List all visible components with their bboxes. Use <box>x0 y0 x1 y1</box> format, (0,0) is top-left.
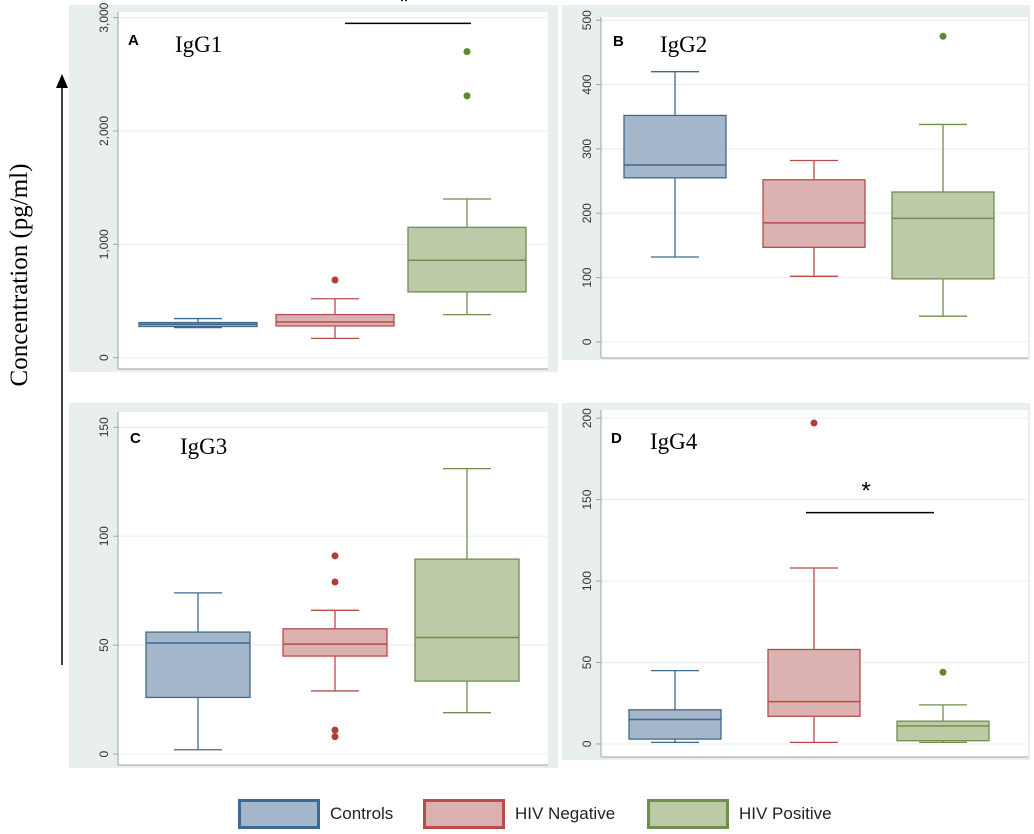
y-tick-label: 0 <box>97 354 111 361</box>
panel-letter: A <box>128 32 139 49</box>
panel-a-plot-area <box>118 12 548 369</box>
legend-label-controls: Controls <box>330 804 394 823</box>
y-tick-label: 400 <box>580 74 594 94</box>
panel-letter: C <box>130 430 141 447</box>
panel-title: IgG1 <box>175 32 222 57</box>
outlier-point <box>939 668 947 676</box>
box-hiv-positive <box>896 668 990 743</box>
y-tick-label: 1,000 <box>97 229 111 259</box>
legend-label-hiv-negative: HIV Negative <box>515 804 616 823</box>
legend-item-controls: Controls <box>238 796 393 832</box>
box-hiv-positive <box>891 32 995 317</box>
y-tick-label: 100 <box>580 267 594 287</box>
outlier-point <box>331 733 339 741</box>
significance-marker: * <box>861 478 870 505</box>
panel-b: 0 100 200 300 400 500 B IgG2 <box>562 5 1030 360</box>
y-tick-label: 50 <box>580 656 594 670</box>
y-tick-label: 100 <box>580 571 594 591</box>
y-tick-label: 0 <box>580 338 594 345</box>
legend-label-hiv-positive: HIV Positive <box>739 804 832 823</box>
y-tick-label: 500 <box>580 10 594 30</box>
y-tick-label: 2,000 <box>97 116 111 146</box>
box-iqr <box>767 648 861 717</box>
y-tick-label: 300 <box>580 139 594 159</box>
box-iqr <box>275 313 395 327</box>
y-tick-label: 100 <box>97 526 111 546</box>
box-iqr <box>762 179 866 248</box>
box-controls <box>145 592 251 751</box>
outlier-point <box>463 48 471 56</box>
legend-item-hiv-negative: HIV Negative <box>423 796 615 832</box>
box-controls <box>628 670 722 743</box>
significance-marker: * <box>399 0 408 15</box>
panel-c: 0 50 100 150 C IgG3 <box>69 403 558 768</box>
box-controls <box>138 317 258 329</box>
panel-title: IgG4 <box>650 429 698 454</box>
y-tick-label: 0 <box>97 750 111 757</box>
panel-letter: D <box>611 430 622 447</box>
panel-title: IgG2 <box>660 32 707 57</box>
panel-d: 0 50 100 150 200 * D IgG4 <box>562 403 1030 760</box>
box-hiv-negative <box>282 552 388 741</box>
box-hiv-negative <box>275 276 395 340</box>
y-tick-label: 0 <box>580 740 594 747</box>
y-tick-label: 3,000 <box>97 2 111 32</box>
y-tick-label: 200 <box>580 203 594 223</box>
y-axis-arrow <box>56 74 68 665</box>
panel-a: 0 1,000 2,000 3,000 * A IgG1 <box>69 0 558 372</box>
box-iqr <box>282 628 388 657</box>
panel-letter: B <box>613 33 624 50</box>
legend-item-hiv-positive: HIV Positive <box>647 796 832 832</box>
outlier-point <box>331 276 339 284</box>
box-hiv-negative <box>762 159 866 277</box>
outlier-point <box>463 92 471 100</box>
outlier-point <box>939 32 947 40</box>
y-tick-label: 200 <box>580 408 594 428</box>
box-iqr <box>414 558 520 682</box>
box-hiv-positive <box>414 468 520 714</box>
box-controls <box>623 71 727 258</box>
outlier-point <box>810 419 818 427</box>
outlier-point <box>331 578 339 586</box>
y-tick-label: 150 <box>580 489 594 509</box>
box-hiv-positive <box>407 48 527 316</box>
box-iqr <box>145 631 251 699</box>
box-iqr <box>891 191 995 280</box>
outlier-point <box>331 552 339 560</box>
y-tick-label: 50 <box>97 638 111 652</box>
outlier-point <box>331 726 339 734</box>
box-iqr <box>896 720 990 742</box>
box-hiv-negative <box>767 419 861 743</box>
legend-swatch-hiv-positive <box>647 799 729 829</box>
y-tick-label: 150 <box>97 417 111 437</box>
box-iqr <box>623 114 727 179</box>
legend-swatch-hiv-negative <box>423 799 505 829</box>
legend-swatch-controls <box>238 799 320 829</box>
box-iqr <box>628 709 722 740</box>
panel-title: IgG3 <box>180 434 227 459</box>
